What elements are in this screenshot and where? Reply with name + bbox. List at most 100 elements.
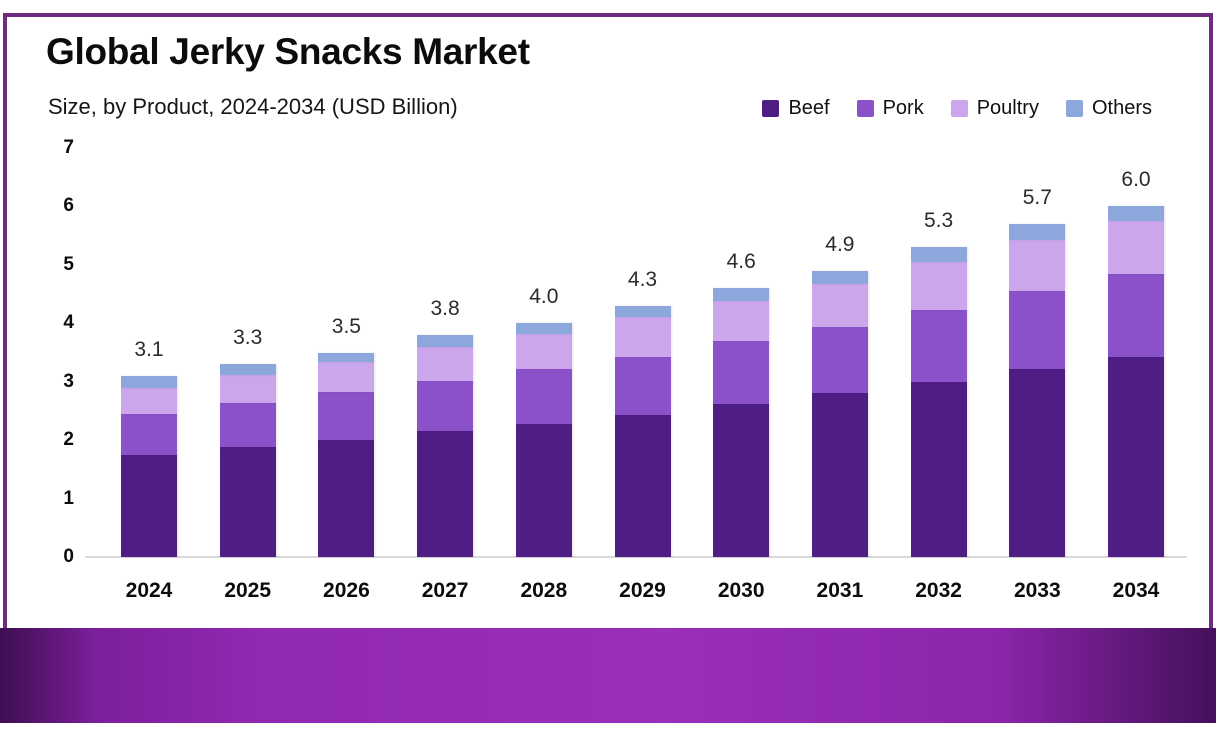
legend-swatch-poultry bbox=[950, 100, 968, 117]
bar-segment-pork-2029 bbox=[614, 356, 671, 416]
bar-segment-poultry-2027 bbox=[417, 346, 474, 381]
bar-total-label-2027: 3.8 bbox=[430, 296, 460, 320]
bar-segment-others-2024 bbox=[121, 375, 177, 388]
y-axis-tick-6: 6 bbox=[63, 195, 74, 217]
legend-swatch-beef bbox=[762, 100, 780, 117]
legend-item-beef: Beef bbox=[762, 97, 830, 120]
bar-2026 bbox=[318, 352, 375, 557]
bar-segment-poultry-2024 bbox=[121, 387, 177, 414]
y-axis-tick-7: 7 bbox=[63, 137, 74, 158]
bar-segment-poultry-2030 bbox=[713, 301, 770, 342]
bar-segment-pork-2034 bbox=[1108, 274, 1164, 357]
bar-segment-beef-2024 bbox=[121, 454, 177, 557]
page-subtitle: Size, by Product, 2024-2034 (USD Billion… bbox=[48, 94, 458, 119]
legend-label: Poultry bbox=[976, 97, 1039, 119]
bar-segment-others-2032 bbox=[910, 247, 967, 262]
bar-segment-pork-2033 bbox=[1009, 291, 1066, 369]
legend-swatch-others bbox=[1065, 100, 1083, 117]
legend-item-others: Others bbox=[1065, 97, 1152, 120]
chart-legend: Beef Pork Poultry Others bbox=[762, 97, 1152, 120]
bar-2031 bbox=[811, 270, 868, 557]
bar-segment-pork-2028 bbox=[515, 368, 572, 424]
bar-segment-beef-2032 bbox=[910, 381, 967, 557]
y-axis: 0 1 2 3 4 5 6 7 bbox=[28, 137, 74, 567]
y-axis-tick-3: 3 bbox=[63, 370, 74, 392]
bar-total-label-2033: 5.7 bbox=[1022, 185, 1052, 209]
bar-segment-beef-2030 bbox=[713, 403, 770, 557]
y-axis-tick-1: 1 bbox=[63, 487, 74, 509]
bar-total-label-2024: 3.1 bbox=[134, 337, 164, 361]
bar-segment-pork-2031 bbox=[811, 327, 868, 394]
bar-2032 bbox=[910, 247, 967, 557]
legend-item-pork: Pork bbox=[856, 97, 924, 120]
bar-segment-poultry-2025 bbox=[219, 374, 276, 403]
y-axis-tick-0: 0 bbox=[63, 546, 74, 567]
x-axis-label-2033: 2033 bbox=[1013, 579, 1061, 602]
bar-total-label-2029: 4.3 bbox=[627, 267, 658, 291]
bar-total-label-2030: 4.6 bbox=[726, 250, 756, 274]
y-axis-tick-2: 2 bbox=[63, 429, 74, 451]
bar-2034 bbox=[1108, 206, 1164, 557]
x-axis-label-2028: 2028 bbox=[520, 579, 568, 602]
x-axis-label-2031: 2031 bbox=[816, 579, 864, 602]
bar-segment-others-2034 bbox=[1108, 206, 1164, 222]
x-axis-label-2029: 2029 bbox=[619, 579, 666, 602]
x-axis-label-2025: 2025 bbox=[224, 579, 272, 602]
bar-segment-beef-2034 bbox=[1108, 356, 1164, 557]
bar-total-label-2025: 3.3 bbox=[233, 326, 263, 350]
bar-total-label-2028: 4.0 bbox=[529, 285, 559, 309]
x-axis-label-2034: 2034 bbox=[1112, 579, 1160, 602]
bar-segment-pork-2024 bbox=[121, 413, 177, 455]
legend-swatch-pork bbox=[856, 100, 874, 117]
bar-segment-others-2030 bbox=[713, 288, 770, 302]
bar-segment-pork-2026 bbox=[318, 392, 375, 441]
bar-segment-beef-2028 bbox=[515, 423, 572, 557]
bar-2024 bbox=[121, 375, 177, 557]
bar-segment-pork-2025 bbox=[219, 402, 276, 448]
bar-segment-beef-2026 bbox=[318, 440, 375, 557]
bar-segment-others-2026 bbox=[318, 352, 375, 362]
legend-item-poultry: Poultry bbox=[950, 97, 1039, 120]
bar-total-label-2026: 3.5 bbox=[331, 314, 361, 338]
bottom-banner: The Market will Grow At the CAGR of: 6.9… bbox=[0, 628, 1216, 723]
y-axis-tick-4: 4 bbox=[63, 312, 74, 334]
bar-segment-others-2033 bbox=[1009, 223, 1066, 241]
bar-segment-beef-2025 bbox=[219, 447, 276, 557]
legend-label: Others bbox=[1091, 97, 1152, 119]
bar-segment-poultry-2026 bbox=[318, 361, 375, 393]
bar-2033 bbox=[1009, 223, 1066, 557]
legend-label: Pork bbox=[882, 97, 924, 119]
x-axis-label-2024: 2024 bbox=[125, 579, 173, 602]
bar-2028 bbox=[515, 323, 572, 557]
bar-segment-pork-2030 bbox=[713, 341, 770, 404]
bar-2030 bbox=[713, 288, 770, 557]
bar-2029 bbox=[614, 305, 671, 557]
bar-segment-others-2028 bbox=[515, 323, 572, 334]
bar-total-label-2034: 6.0 bbox=[1121, 168, 1151, 192]
x-axis-label-2027: 2027 bbox=[421, 579, 469, 602]
bar-segment-others-2025 bbox=[219, 364, 276, 375]
bar-segment-poultry-2033 bbox=[1009, 240, 1066, 292]
x-axis-label-2030: 2030 bbox=[717, 579, 765, 602]
bar-total-label-2031: 4.9 bbox=[825, 232, 855, 256]
bar-segment-pork-2032 bbox=[910, 310, 967, 382]
legend-label: Beef bbox=[788, 97, 830, 119]
bar-segment-pork-2027 bbox=[417, 380, 474, 432]
bar-total-label-2032: 5.3 bbox=[923, 209, 954, 233]
bar-2025 bbox=[219, 364, 276, 557]
bar-segment-others-2031 bbox=[811, 270, 868, 285]
bar-2027 bbox=[417, 335, 474, 557]
page-title: Global Jerky Snacks Market bbox=[46, 31, 530, 72]
bar-segment-beef-2029 bbox=[614, 415, 671, 557]
bar-segment-beef-2027 bbox=[417, 431, 474, 557]
bar-segment-beef-2031 bbox=[811, 393, 868, 557]
bar-segment-poultry-2034 bbox=[1108, 221, 1164, 275]
bar-segment-others-2029 bbox=[614, 305, 671, 318]
bar-segment-poultry-2031 bbox=[811, 284, 868, 328]
bar-segment-poultry-2032 bbox=[910, 261, 967, 311]
bar-segment-poultry-2029 bbox=[614, 317, 671, 357]
bar-segment-beef-2033 bbox=[1009, 368, 1066, 557]
bar-segment-poultry-2028 bbox=[515, 333, 572, 369]
bar-segment-others-2027 bbox=[417, 335, 474, 347]
